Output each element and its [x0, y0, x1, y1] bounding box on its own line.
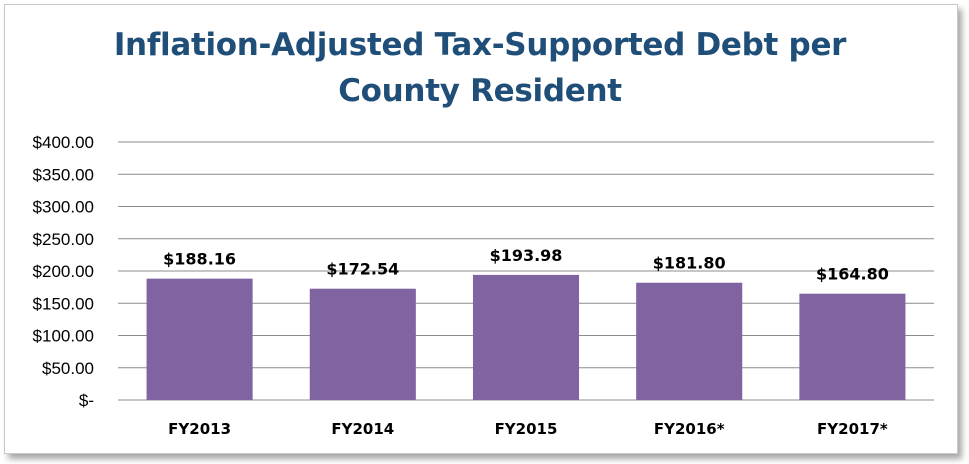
- category-label: FY2013: [168, 420, 231, 438]
- bar: [636, 282, 743, 400]
- bar: [799, 293, 906, 400]
- data-label: $188.16: [163, 250, 236, 269]
- category-label: FY2017*: [817, 420, 888, 438]
- y-tick-label: $350.00: [33, 165, 94, 184]
- data-label: $181.80: [653, 254, 726, 273]
- y-tick-label: $150.00: [33, 294, 94, 313]
- chart-title: Inflation-Adjusted Tax-Supported Debt pe…: [113, 27, 847, 109]
- data-label: $193.98: [490, 246, 563, 265]
- category-label: FY2016*: [654, 420, 725, 438]
- category-label: FY2015: [495, 420, 558, 438]
- bar: [146, 278, 253, 400]
- bar-data-labels: $188.16 $172.54 $193.98 $181.80 $164.80: [163, 246, 889, 284]
- y-tick-label: $-: [79, 391, 94, 410]
- y-tick-label: $50.00: [42, 359, 94, 378]
- bar: [472, 274, 580, 400]
- y-tick-label: $400.00: [33, 133, 94, 152]
- y-tick-label: $300.00: [33, 198, 94, 217]
- bar: [309, 288, 416, 400]
- y-tick-label: $250.00: [33, 230, 94, 249]
- x-axis-category-labels: FY2013 FY2014 FY2015 FY2016* FY2017*: [168, 420, 888, 438]
- category-label: FY2014: [331, 420, 394, 438]
- y-tick-label: $200.00: [33, 262, 94, 281]
- bars: [146, 274, 906, 400]
- data-label: $172.54: [326, 260, 399, 279]
- y-tick-label: $100.00: [33, 327, 94, 346]
- y-axis-tick-labels: $- $50.00 $100.00 $150.00 $200.00 $250.00 $300…: [33, 133, 94, 410]
- data-label: $164.80: [816, 265, 889, 284]
